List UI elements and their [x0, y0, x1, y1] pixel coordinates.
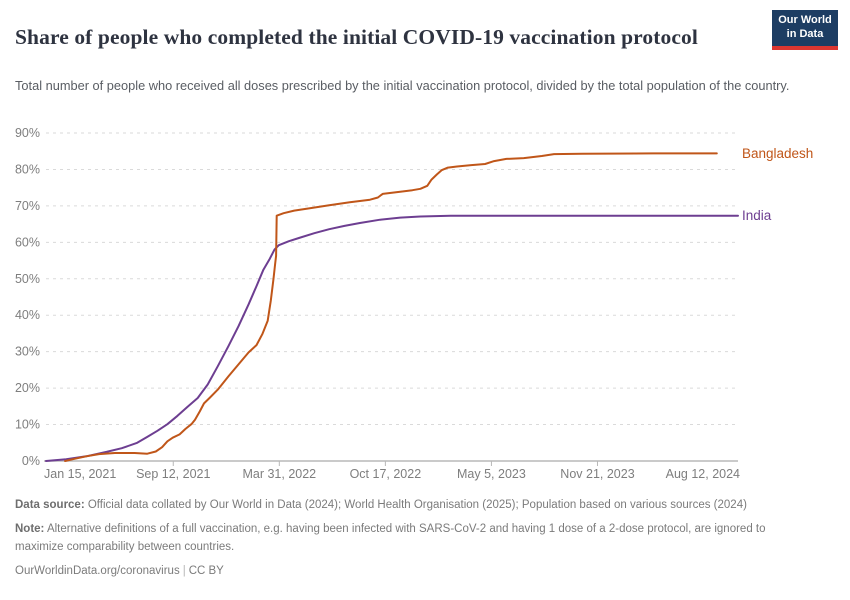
y-axis-label: 70% — [15, 199, 40, 213]
y-axis-label: 60% — [15, 235, 40, 249]
x-axis-label: Jan 15, 2021 — [44, 467, 116, 481]
y-axis-label: 50% — [15, 272, 40, 286]
license-label: CC BY — [188, 564, 224, 577]
x-axis-label: Oct 17, 2022 — [350, 467, 422, 481]
y-axis-label: 10% — [15, 418, 40, 432]
owid-logo-text: Our World in Data — [778, 14, 832, 40]
x-axis-label: May 5, 2023 — [457, 467, 526, 481]
chart-subtitle: Total number of people who received all … — [15, 78, 790, 93]
chart-title: Share of people who completed the initia… — [15, 25, 698, 50]
y-axis-label: 20% — [15, 381, 40, 395]
attribution-line: OurWorldinData.org/coronavirus | CC BY — [15, 563, 815, 580]
data-source-text: Official data collated by Our World in D… — [84, 499, 747, 511]
x-axis-label: Nov 21, 2023 — [560, 467, 634, 481]
y-axis-label: 40% — [15, 308, 40, 322]
attribution-separator: | — [182, 564, 186, 577]
x-axis-label: Sep 12, 2021 — [136, 467, 210, 481]
series-line-bangladesh[interactable] — [64, 152, 718, 462]
y-axis-label: 0% — [22, 454, 40, 468]
y-axis-label: 30% — [15, 345, 40, 359]
chart-footer: Data source: Official data collated by O… — [15, 497, 815, 580]
x-axis-label: Mar 31, 2022 — [242, 467, 316, 481]
data-source-label: Data source: — [15, 499, 85, 511]
note-label: Note: — [15, 523, 45, 536]
series-label-india[interactable]: India — [742, 208, 772, 223]
y-axis-label: 80% — [15, 162, 40, 176]
data-source-line: Data source: Official data collated by O… — [15, 497, 815, 514]
note-line: Note: Alternative definitions of a full … — [15, 521, 815, 556]
note-text: Alternative definitions of a full vaccin… — [15, 523, 766, 553]
series-label-bangladesh[interactable]: Bangladesh — [742, 146, 813, 161]
y-axis-label: 90% — [15, 126, 40, 140]
owid-url-link[interactable]: OurWorldinData.org/coronavirus — [15, 564, 180, 577]
owid-logo[interactable]: Our World in Data — [772, 10, 838, 50]
series-line-india[interactable] — [45, 214, 739, 462]
x-axis-label: Aug 12, 2024 — [666, 467, 740, 481]
